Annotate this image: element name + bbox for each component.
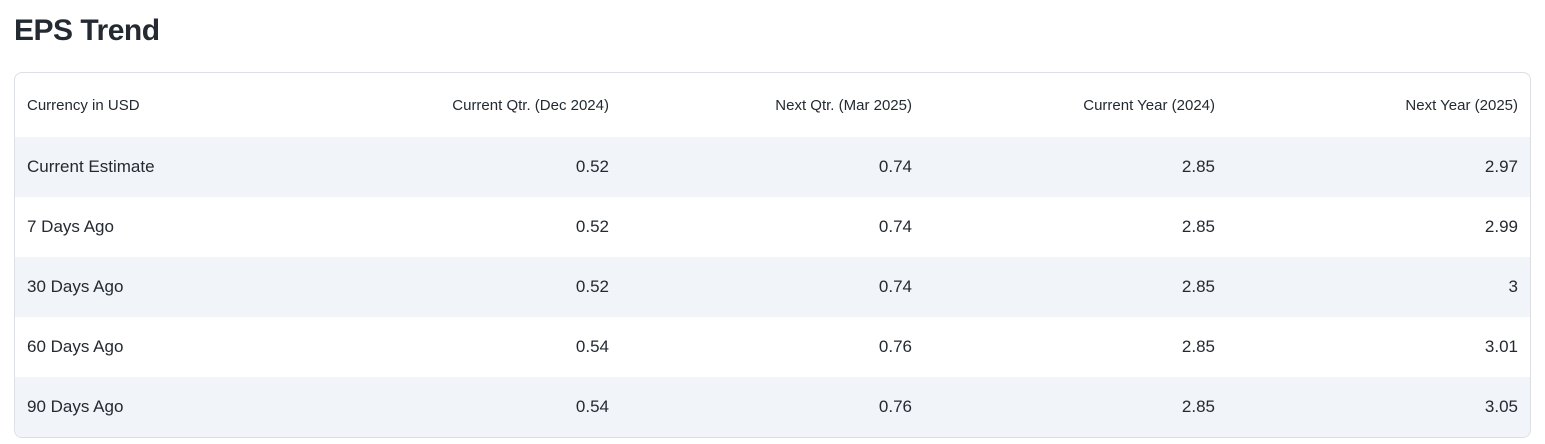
- cell-value: 0.74: [878, 157, 912, 176]
- cell-value: 2.97: [1484, 157, 1518, 176]
- row-label: 30 Days Ago: [27, 277, 124, 296]
- cell-value: 0.76: [878, 337, 912, 356]
- table-header-row: Currency in USD Current Qtr. (Dec 2024) …: [15, 73, 1530, 137]
- cell-value: 2.85: [1181, 157, 1215, 176]
- cell-value: 0.54: [575, 397, 609, 416]
- table-row: 90 Days Ago 0.54 0.76 2.85 3.05: [15, 377, 1530, 437]
- col-header-next-qtr: Next Qtr. (Mar 2025): [775, 97, 912, 114]
- col-header-current-year: Current Year (2024): [1083, 97, 1215, 114]
- cell-value: 3.01: [1484, 337, 1518, 356]
- page-title: EPS Trend: [14, 14, 160, 47]
- cell-value: 3: [1508, 277, 1518, 296]
- row-label: 90 Days Ago: [27, 397, 124, 416]
- eps-trend-card: Currency in USD Current Qtr. (Dec 2024) …: [14, 72, 1531, 438]
- row-label: 7 Days Ago: [27, 217, 114, 236]
- table-row: 30 Days Ago 0.52 0.74 2.85 3: [15, 257, 1530, 317]
- cell-value: 2.85: [1181, 277, 1215, 296]
- cell-value: 0.74: [878, 217, 912, 236]
- col-header-current-qtr: Current Qtr. (Dec 2024): [452, 97, 609, 114]
- cell-value: 0.52: [575, 157, 609, 176]
- row-label: 60 Days Ago: [27, 337, 124, 356]
- table-row: Current Estimate 0.52 0.74 2.85 2.97: [15, 137, 1530, 197]
- cell-value: 0.52: [575, 277, 609, 296]
- cell-value: 2.85: [1181, 397, 1215, 416]
- col-header-currency: Currency in USD: [27, 97, 140, 114]
- cell-value: 2.99: [1484, 217, 1518, 236]
- cell-value: 3.05: [1484, 397, 1518, 416]
- cell-value: 2.85: [1181, 337, 1215, 356]
- table-row: 7 Days Ago 0.52 0.74 2.85 2.99: [15, 197, 1530, 257]
- cell-value: 0.74: [878, 277, 912, 296]
- row-label: Current Estimate: [27, 157, 155, 176]
- col-header-next-year: Next Year (2025): [1405, 97, 1518, 114]
- cell-value: 2.85: [1181, 217, 1215, 236]
- table-row: 60 Days Ago 0.54 0.76 2.85 3.01: [15, 317, 1530, 377]
- eps-trend-table: Currency in USD Current Qtr. (Dec 2024) …: [15, 73, 1530, 437]
- cell-value: 0.54: [575, 337, 609, 356]
- cell-value: 0.52: [575, 217, 609, 236]
- cell-value: 0.76: [878, 397, 912, 416]
